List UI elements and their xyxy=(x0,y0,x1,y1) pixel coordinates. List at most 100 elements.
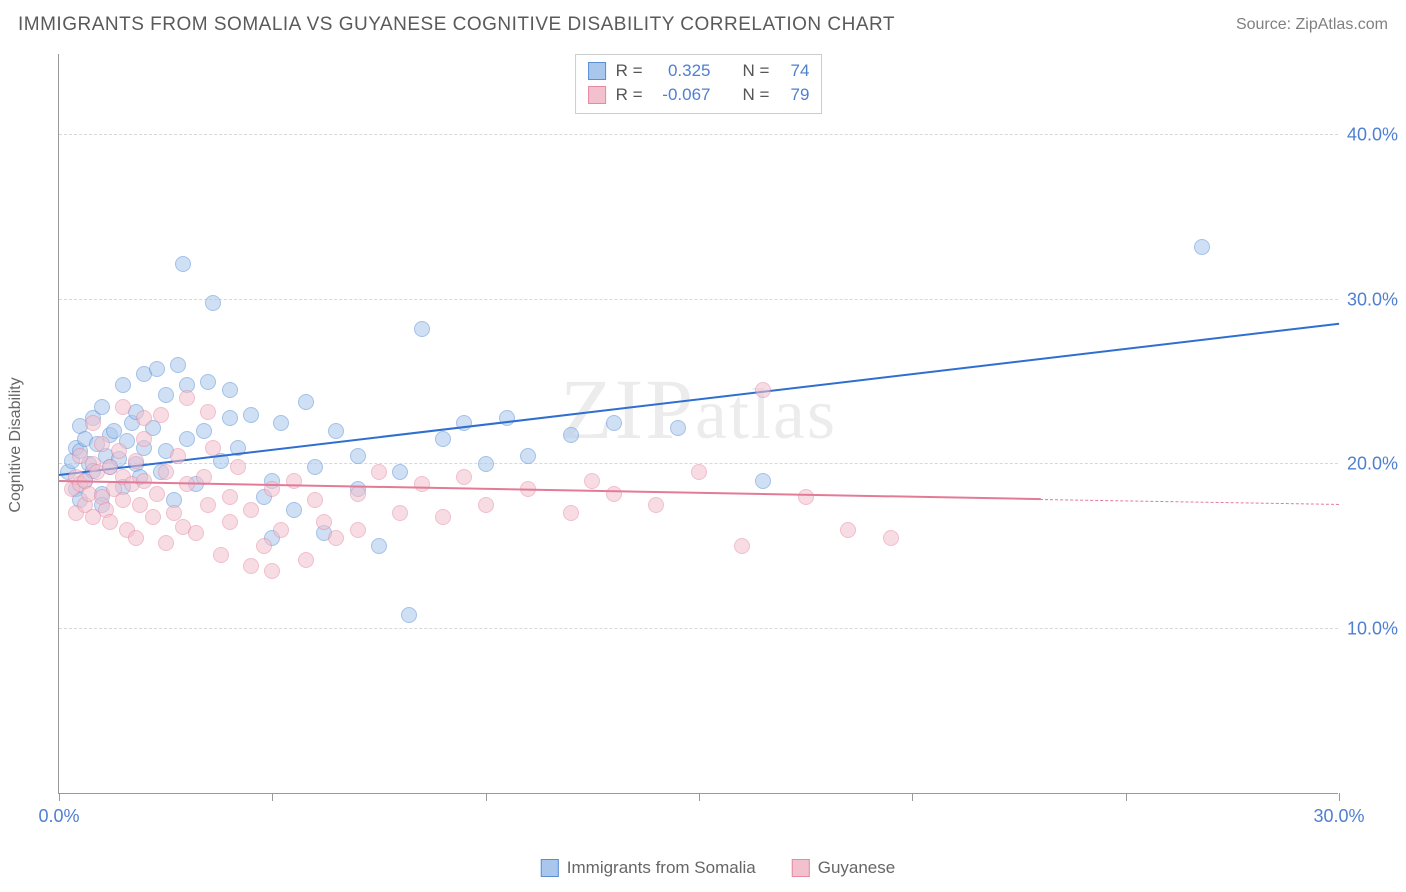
scatter-point xyxy=(136,410,152,426)
scatter-point xyxy=(273,415,289,431)
scatter-point xyxy=(734,538,750,554)
r-value: -0.067 xyxy=(653,83,711,107)
scatter-point xyxy=(128,530,144,546)
scatter-point xyxy=(102,514,118,530)
scatter-point xyxy=(414,476,430,492)
legend-item: Immigrants from Somalia xyxy=(541,858,756,878)
x-tick xyxy=(272,793,273,801)
scatter-point xyxy=(188,525,204,541)
scatter-point xyxy=(230,459,246,475)
scatter-point xyxy=(205,295,221,311)
scatter-point xyxy=(205,440,221,456)
scatter-point xyxy=(264,563,280,579)
x-tick xyxy=(699,793,700,801)
scatter-point xyxy=(200,404,216,420)
scatter-point xyxy=(883,530,899,546)
scatter-point xyxy=(307,492,323,508)
scatter-point xyxy=(158,535,174,551)
scatter-point xyxy=(606,486,622,502)
scatter-point xyxy=(1194,239,1210,255)
legend-swatch xyxy=(588,62,606,80)
legend-swatch xyxy=(588,86,606,104)
scatter-point xyxy=(371,464,387,480)
scatter-point xyxy=(392,464,408,480)
scatter-point xyxy=(200,374,216,390)
scatter-point xyxy=(158,464,174,480)
gridline-h xyxy=(59,628,1338,629)
scatter-point xyxy=(222,382,238,398)
scatter-point xyxy=(222,514,238,530)
scatter-point xyxy=(286,502,302,518)
scatter-point xyxy=(256,538,272,554)
scatter-point xyxy=(670,420,686,436)
scatter-point xyxy=(128,453,144,469)
scatter-point xyxy=(85,415,101,431)
scatter-point xyxy=(222,489,238,505)
scatter-point xyxy=(350,522,366,538)
scatter-point xyxy=(755,382,771,398)
n-label: N = xyxy=(743,83,770,107)
scatter-point xyxy=(149,486,165,502)
scatter-point xyxy=(115,377,131,393)
scatter-point xyxy=(145,509,161,525)
scatter-point xyxy=(158,387,174,403)
scatter-point xyxy=(111,443,127,459)
x-tick-label: 30.0% xyxy=(1313,806,1364,827)
scatter-point xyxy=(179,390,195,406)
scatter-point xyxy=(350,448,366,464)
scatter-point xyxy=(136,431,152,447)
chart-container: Cognitive Disability ZIPatlas R =0.325N … xyxy=(48,50,1388,840)
scatter-point xyxy=(520,448,536,464)
scatter-point xyxy=(170,357,186,373)
watermark-text: ZIPatlas xyxy=(560,359,837,459)
scatter-point xyxy=(94,436,110,452)
x-tick xyxy=(486,793,487,801)
scatter-point xyxy=(213,547,229,563)
scatter-point xyxy=(179,431,195,447)
scatter-point xyxy=(298,552,314,568)
scatter-point xyxy=(196,423,212,439)
x-tick xyxy=(1126,793,1127,801)
scatter-point xyxy=(435,431,451,447)
trend-line xyxy=(1040,499,1339,505)
y-tick-label: 10.0% xyxy=(1347,618,1398,639)
x-tick xyxy=(59,793,60,801)
scatter-point xyxy=(456,469,472,485)
scatter-point xyxy=(648,497,664,513)
scatter-point xyxy=(94,399,110,415)
x-tick-label: 0.0% xyxy=(38,806,79,827)
scatter-point xyxy=(243,558,259,574)
source-label: Source: ZipAtlas.com xyxy=(1236,16,1388,34)
scatter-point xyxy=(606,415,622,431)
scatter-point xyxy=(350,486,366,502)
n-label: N = xyxy=(743,59,770,83)
scatter-point xyxy=(392,505,408,521)
x-tick xyxy=(912,793,913,801)
bottom-legend: Immigrants from Somalia Guyanese xyxy=(541,858,895,878)
legend-swatch xyxy=(792,859,810,877)
gridline-h xyxy=(59,299,1338,300)
scatter-point xyxy=(401,607,417,623)
scatter-point xyxy=(115,399,131,415)
scatter-point xyxy=(584,473,600,489)
chart-title: IMMIGRANTS FROM SOMALIA VS GUYANESE COGN… xyxy=(18,14,895,36)
scatter-point xyxy=(243,502,259,518)
y-tick-label: 40.0% xyxy=(1347,125,1398,146)
scatter-point xyxy=(563,427,579,443)
scatter-point xyxy=(371,538,387,554)
scatter-point xyxy=(840,522,856,538)
r-value: 0.325 xyxy=(653,59,711,83)
scatter-point xyxy=(691,464,707,480)
scatter-point xyxy=(414,321,430,337)
scatter-point xyxy=(563,505,579,521)
legend-item: Guyanese xyxy=(792,858,896,878)
x-tick xyxy=(1339,793,1340,801)
stats-row: R =-0.067N =79 xyxy=(588,83,810,107)
scatter-point xyxy=(175,256,191,272)
r-label: R = xyxy=(616,83,643,107)
scatter-point xyxy=(316,514,332,530)
y-axis-label: Cognitive Disability xyxy=(7,377,25,512)
stats-row: R =0.325N =74 xyxy=(588,59,810,83)
stats-legend-box: R =0.325N =74R =-0.067N =79 xyxy=(575,54,823,114)
scatter-point xyxy=(328,423,344,439)
